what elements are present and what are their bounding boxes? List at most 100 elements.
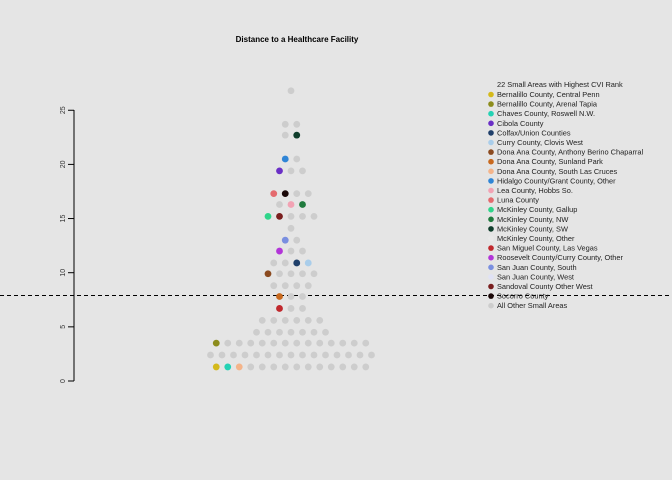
legend-label: Lea County, Hobbs So. <box>497 186 573 195</box>
data-point <box>299 351 306 359</box>
data-point <box>281 316 289 324</box>
highlighted-point <box>224 363 232 371</box>
legend-swatch <box>488 139 494 146</box>
highlighted-point <box>281 155 289 163</box>
data-point <box>253 328 260 336</box>
data-point <box>281 259 289 267</box>
legend-swatch <box>488 235 494 242</box>
data-point <box>287 247 295 255</box>
data-point <box>287 270 295 278</box>
data-point <box>287 212 295 220</box>
highlighted-point <box>293 259 301 267</box>
data-point <box>270 282 278 290</box>
data-point <box>333 351 341 359</box>
legend-label: San Juan County, South <box>497 263 577 272</box>
data-point <box>258 316 266 324</box>
data-point <box>235 339 243 347</box>
y-tick-label: 15 <box>60 215 67 223</box>
data-point <box>339 363 347 371</box>
legend-label: Bernalillo County, Arenal Tapia <box>497 100 598 109</box>
data-point <box>270 339 278 347</box>
data-point <box>258 339 266 347</box>
data-point <box>316 316 324 324</box>
legend-swatch <box>488 120 494 127</box>
legend-label: Socorro County <box>497 292 549 301</box>
highlighted-point <box>264 212 272 220</box>
data-point <box>299 270 306 278</box>
y-tick-label: 0 <box>60 379 67 383</box>
highlighted-point <box>276 305 283 312</box>
legend-label: Chaves County, Roswell N.W. <box>497 109 595 118</box>
data-point <box>339 339 347 347</box>
data-point <box>310 328 318 336</box>
data-point <box>281 131 289 139</box>
data-point <box>247 339 255 347</box>
data-point <box>293 282 301 290</box>
highlighted-point <box>212 339 220 347</box>
highlighted-point <box>235 363 243 371</box>
data-point <box>264 328 272 336</box>
data-point <box>287 328 295 336</box>
data-point <box>293 155 301 163</box>
legend-swatch <box>488 293 494 299</box>
data-point <box>276 270 283 278</box>
legend-label: Colfax/Union Counties <box>497 128 571 137</box>
data-point <box>368 351 375 359</box>
legend-label: McKinley County, Other <box>497 234 575 243</box>
legend-label: San Juan County, West <box>497 272 574 281</box>
data-point <box>304 282 312 290</box>
data-point <box>304 316 312 324</box>
data-point <box>218 351 226 359</box>
data-point <box>293 190 301 198</box>
data-point <box>276 351 283 359</box>
data-point <box>247 363 255 371</box>
data-point <box>299 328 306 336</box>
data-point <box>287 167 295 175</box>
data-point <box>350 363 358 371</box>
legend-swatch <box>488 254 494 261</box>
data-point <box>293 316 301 324</box>
data-point <box>287 224 295 232</box>
legend-label: San Miguel County, Las Vegas <box>497 244 598 253</box>
highlighted-point <box>287 201 295 208</box>
data-point <box>281 339 289 347</box>
data-point <box>293 339 301 347</box>
data-point <box>350 339 358 347</box>
legend-title: 22 Small Areas with Highest CVI Rank <box>497 80 623 89</box>
data-point <box>253 351 260 359</box>
data-point <box>270 363 278 371</box>
highlighted-point <box>304 259 312 267</box>
legend-swatch <box>488 216 494 223</box>
data-point <box>264 351 272 359</box>
legend-swatch <box>488 274 494 280</box>
data-point <box>310 351 318 359</box>
legend-swatch <box>488 187 494 194</box>
data-point <box>230 351 237 359</box>
data-point <box>310 270 318 278</box>
data-point <box>356 351 364 359</box>
data-point <box>362 363 370 371</box>
data-point <box>293 120 301 128</box>
highlighted-point <box>270 190 278 198</box>
legend-label: McKinley County, Gallup <box>497 205 577 214</box>
y-tick-label: 5 <box>60 325 67 329</box>
data-point <box>345 351 352 359</box>
highlighted-point <box>264 270 272 278</box>
data-point <box>287 293 295 300</box>
legend-swatch <box>488 226 494 232</box>
data-point <box>287 305 295 312</box>
legend-swatch <box>488 91 494 98</box>
legend-label: Dona Ana County, Anthony Berino Chaparra… <box>497 148 643 157</box>
data-point <box>299 167 306 175</box>
legend-label: Sandoval County Other West <box>497 282 593 291</box>
y-tick-label: 20 <box>60 160 67 168</box>
highlighted-point <box>212 363 220 371</box>
legend-swatch <box>488 130 494 136</box>
data-point <box>322 351 329 359</box>
legend-swatch <box>488 206 494 213</box>
data-point <box>276 328 283 336</box>
highlighted-point <box>276 212 283 220</box>
legend-swatch <box>488 197 494 203</box>
legend-label: Luna County <box>497 196 539 205</box>
data-point <box>276 201 283 208</box>
